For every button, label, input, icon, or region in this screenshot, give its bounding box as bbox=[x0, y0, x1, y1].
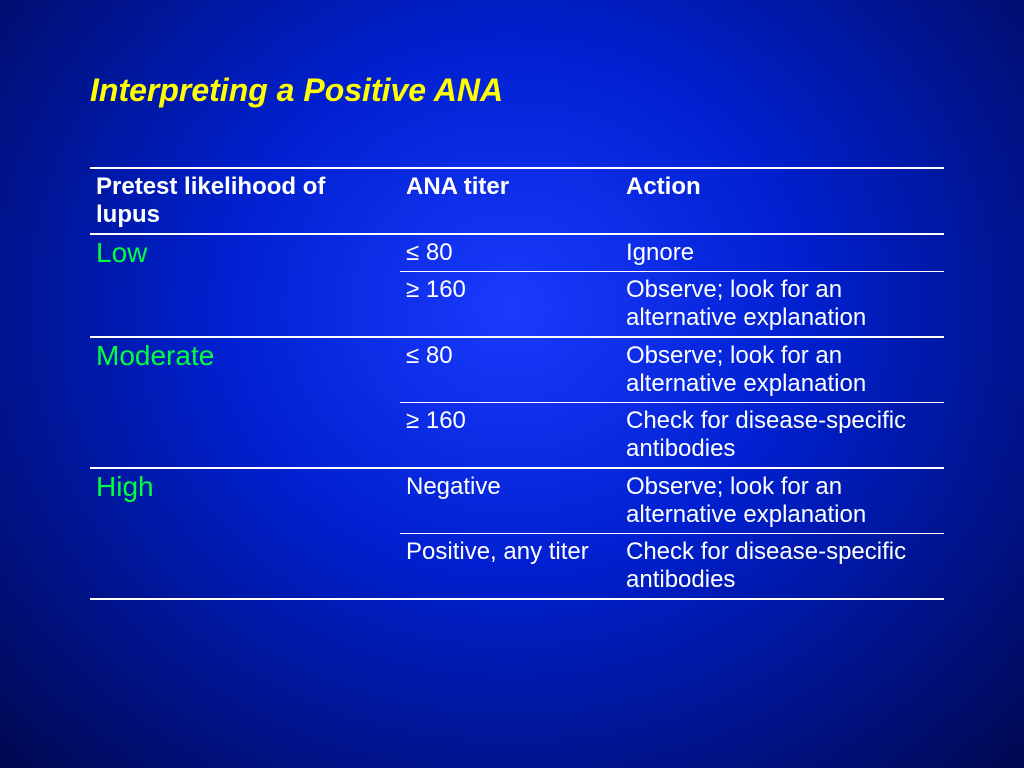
col-header-titer: ANA titer bbox=[400, 168, 620, 234]
ana-table: Pretest likelihood of lupus ANA titer Ac… bbox=[90, 167, 944, 600]
action-cell: Ignore bbox=[620, 234, 944, 272]
col-header-likelihood: Pretest likelihood of lupus bbox=[90, 168, 400, 234]
table-row: Low ≤ 80 Ignore bbox=[90, 234, 944, 272]
table-header-row: Pretest likelihood of lupus ANA titer Ac… bbox=[90, 168, 944, 234]
titer-cell: ≥ 160 bbox=[400, 272, 620, 338]
table-row: Moderate ≤ 80 Observe; look for an alter… bbox=[90, 337, 944, 403]
table-row: High Negative Observe; look for an alter… bbox=[90, 468, 944, 534]
titer-cell: Positive, any titer bbox=[400, 534, 620, 600]
action-cell: Observe; look for an alternative explana… bbox=[620, 468, 944, 534]
titer-cell: ≤ 80 bbox=[400, 234, 620, 272]
titer-cell: ≥ 160 bbox=[400, 403, 620, 469]
likelihood-cell: High bbox=[90, 468, 400, 599]
slide: Interpreting a Positive ANA Pretest like… bbox=[0, 0, 1024, 600]
titer-cell: Negative bbox=[400, 468, 620, 534]
slide-title: Interpreting a Positive ANA bbox=[90, 72, 944, 109]
action-cell: Observe; look for an alternative explana… bbox=[620, 272, 944, 338]
titer-cell: ≤ 80 bbox=[400, 337, 620, 403]
action-cell: Observe; look for an alternative explana… bbox=[620, 337, 944, 403]
col-header-action: Action bbox=[620, 168, 944, 234]
likelihood-cell: Low bbox=[90, 234, 400, 337]
action-cell: Check for disease-specific antibodies bbox=[620, 403, 944, 469]
likelihood-cell: Moderate bbox=[90, 337, 400, 468]
action-cell: Check for disease-specific antibodies bbox=[620, 534, 944, 600]
